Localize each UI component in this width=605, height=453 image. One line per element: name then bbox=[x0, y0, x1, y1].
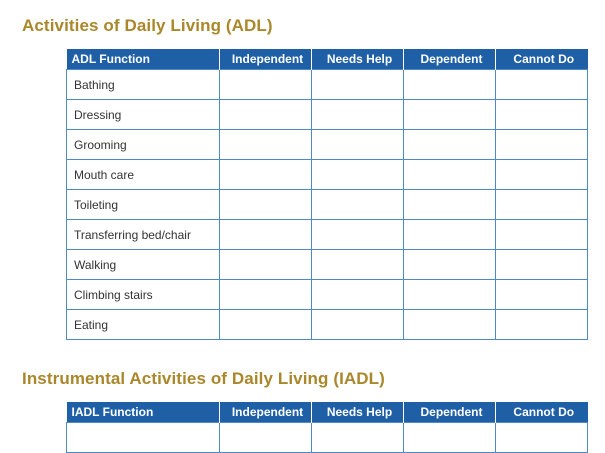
adl-independent-cell[interactable] bbox=[219, 279, 312, 310]
adl-dependent-cell[interactable] bbox=[403, 309, 496, 340]
adl-cannot-do-cell[interactable] bbox=[495, 129, 588, 160]
iadl-independent-cell[interactable] bbox=[219, 422, 312, 453]
adl-function-cell: Toileting bbox=[66, 189, 220, 220]
adl-dependent-cell[interactable] bbox=[403, 249, 496, 280]
iadl-function-cell bbox=[66, 422, 220, 453]
adl-function-cell: Mouth care bbox=[66, 159, 220, 190]
adl-independent-cell[interactable] bbox=[219, 99, 312, 130]
adl-table-row: Toileting bbox=[66, 189, 588, 220]
adl-dependent-cell[interactable] bbox=[403, 69, 496, 100]
adl-needs-help-cell[interactable] bbox=[311, 189, 404, 220]
adl-header-needs-help: Needs Help bbox=[311, 49, 404, 70]
adl-cannot-do-cell[interactable] bbox=[495, 69, 588, 100]
adl-independent-cell[interactable] bbox=[219, 309, 312, 340]
adl-header-cannot-do: Cannot Do bbox=[495, 49, 588, 70]
adl-table: ADL Function Independent Needs Help Depe… bbox=[66, 49, 588, 340]
iadl-header-dependent: Dependent bbox=[403, 402, 496, 423]
adl-table-row: Dressing bbox=[66, 99, 588, 130]
iadl-header-row: IADL Function Independent Needs Help Dep… bbox=[66, 402, 588, 423]
adl-function-cell: Grooming bbox=[66, 129, 220, 160]
adl-cannot-do-cell[interactable] bbox=[495, 279, 588, 310]
adl-table-row: Transferring bed/chair bbox=[66, 219, 588, 250]
adl-table-row: Walking bbox=[66, 249, 588, 280]
adl-needs-help-cell[interactable] bbox=[311, 129, 404, 160]
adl-table-row: Mouth care bbox=[66, 159, 588, 190]
iadl-needs-help-cell[interactable] bbox=[311, 422, 404, 453]
iadl-header-needs-help: Needs Help bbox=[311, 402, 404, 423]
adl-cannot-do-cell[interactable] bbox=[495, 249, 588, 280]
adl-table-row: Eating bbox=[66, 309, 588, 340]
iadl-section-title: Instrumental Activities of Daily Living … bbox=[22, 369, 385, 388]
iadl-header-function: IADL Function bbox=[66, 402, 220, 423]
adl-needs-help-cell[interactable] bbox=[311, 249, 404, 280]
adl-independent-cell[interactable] bbox=[219, 249, 312, 280]
adl-needs-help-cell[interactable] bbox=[311, 99, 404, 130]
adl-function-cell: Eating bbox=[66, 309, 220, 340]
adl-header-dependent: Dependent bbox=[403, 49, 496, 70]
iadl-header-cannot-do: Cannot Do bbox=[495, 402, 588, 423]
adl-cannot-do-cell[interactable] bbox=[495, 99, 588, 130]
adl-independent-cell[interactable] bbox=[219, 69, 312, 100]
adl-section-title: Activities of Daily Living (ADL) bbox=[22, 16, 273, 35]
iadl-dependent-cell[interactable] bbox=[403, 422, 496, 453]
adl-function-cell: Walking bbox=[66, 249, 220, 280]
iadl-cannot-do-cell[interactable] bbox=[495, 422, 588, 453]
adl-function-cell: Dressing bbox=[66, 99, 220, 130]
adl-independent-cell[interactable] bbox=[219, 159, 312, 190]
adl-independent-cell[interactable] bbox=[219, 219, 312, 250]
adl-needs-help-cell[interactable] bbox=[311, 159, 404, 190]
adl-table-row: Grooming bbox=[66, 129, 588, 160]
adl-independent-cell[interactable] bbox=[219, 189, 312, 220]
adl-cannot-do-cell[interactable] bbox=[495, 159, 588, 190]
iadl-table-row bbox=[66, 422, 588, 453]
adl-table-row: Bathing bbox=[66, 69, 588, 100]
adl-header-row: ADL Function Independent Needs Help Depe… bbox=[66, 49, 588, 70]
adl-header-function: ADL Function bbox=[66, 49, 220, 70]
adl-cannot-do-cell[interactable] bbox=[495, 219, 588, 250]
adl-table-row: Climbing stairs bbox=[66, 279, 588, 310]
adl-needs-help-cell[interactable] bbox=[311, 279, 404, 310]
adl-dependent-cell[interactable] bbox=[403, 129, 496, 160]
adl-independent-cell[interactable] bbox=[219, 129, 312, 160]
adl-dependent-cell[interactable] bbox=[403, 219, 496, 250]
adl-dependent-cell[interactable] bbox=[403, 279, 496, 310]
iadl-table: IADL Function Independent Needs Help Dep… bbox=[66, 402, 588, 453]
adl-cannot-do-cell[interactable] bbox=[495, 309, 588, 340]
adl-header-independent: Independent bbox=[219, 49, 312, 70]
adl-function-cell: Climbing stairs bbox=[66, 279, 220, 310]
adl-cannot-do-cell[interactable] bbox=[495, 189, 588, 220]
adl-dependent-cell[interactable] bbox=[403, 189, 496, 220]
adl-dependent-cell[interactable] bbox=[403, 99, 496, 130]
adl-function-cell: Transferring bed/chair bbox=[66, 219, 220, 250]
adl-needs-help-cell[interactable] bbox=[311, 69, 404, 100]
iadl-header-independent: Independent bbox=[219, 402, 312, 423]
adl-function-cell: Bathing bbox=[66, 69, 220, 100]
adl-needs-help-cell[interactable] bbox=[311, 309, 404, 340]
adl-needs-help-cell[interactable] bbox=[311, 219, 404, 250]
adl-dependent-cell[interactable] bbox=[403, 159, 496, 190]
